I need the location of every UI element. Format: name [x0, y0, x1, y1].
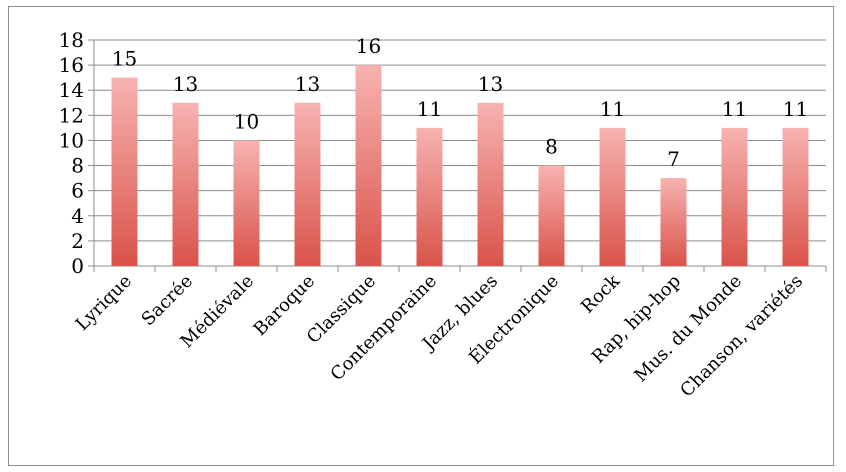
bar — [721, 127, 748, 266]
data-label: 11 — [600, 97, 625, 121]
y-tick-label: 12 — [59, 103, 84, 127]
category-label: Mus. du Monde — [630, 271, 746, 387]
category-labels: Lyrique SacréeMédiévaleBaroqueClassiqueCo… — [72, 269, 807, 401]
y-tick-label: 8 — [71, 154, 84, 178]
data-label: 11 — [722, 97, 747, 121]
data-label: 7 — [667, 147, 680, 171]
bar — [172, 102, 199, 267]
bar — [355, 65, 382, 266]
data-label: 11 — [783, 97, 808, 121]
bar — [111, 77, 138, 267]
bar — [233, 140, 260, 266]
bar — [477, 102, 504, 267]
bar — [660, 178, 687, 266]
category-label: Sacrée — [138, 271, 197, 330]
data-labels: 15 13 10 13 16 11 13 8 11 7 11 11 — [112, 34, 808, 171]
category-label: Lyrique — [72, 271, 136, 335]
data-label: 13 — [478, 72, 503, 96]
bar — [294, 102, 321, 267]
bar — [599, 127, 626, 266]
bars — [111, 65, 809, 267]
y-tick-label: 6 — [71, 179, 84, 203]
y-tick-label: 14 — [59, 78, 84, 102]
y-tick-label: 4 — [71, 204, 84, 228]
category-label: Chanson, variétés — [676, 271, 807, 402]
data-label: 10 — [234, 109, 259, 133]
gridlines — [94, 39, 826, 242]
y-tick-label: 10 — [59, 128, 84, 152]
data-label: 15 — [112, 47, 137, 71]
data-label: 16 — [356, 34, 381, 58]
category-label: Contemporaine — [327, 271, 441, 385]
category-label: Rock — [577, 270, 625, 318]
y-tick-label: 0 — [71, 254, 84, 278]
bar — [538, 165, 565, 266]
data-label: 11 — [417, 97, 442, 121]
data-label: 13 — [295, 72, 320, 96]
bar — [416, 127, 443, 266]
y-tick-label: 2 — [71, 229, 84, 253]
y-tick-label: 16 — [59, 53, 84, 77]
y-tick-label: 18 — [59, 28, 84, 52]
data-label: 8 — [545, 135, 558, 159]
bar — [782, 127, 809, 266]
data-label: 13 — [173, 72, 198, 96]
